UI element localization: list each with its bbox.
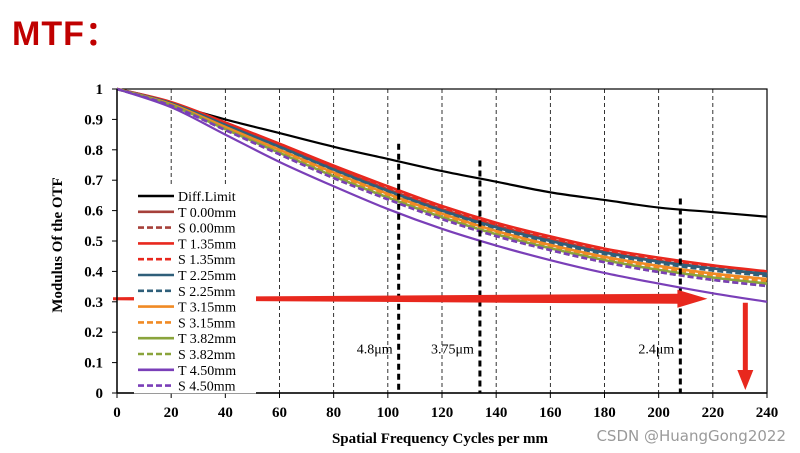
series-line-t-4-50mm bbox=[116, 87, 768, 303]
legend-background bbox=[134, 186, 256, 394]
x-tick-label: 120 bbox=[431, 405, 454, 421]
legend-label: T 3.15mm bbox=[178, 301, 236, 316]
legend-label: S 3.82mm bbox=[178, 348, 236, 363]
legend-label: T 2.25mm bbox=[178, 269, 236, 284]
x-tick-label: 80 bbox=[326, 405, 341, 421]
x-tick-label: 40 bbox=[218, 405, 233, 421]
marker-label: 2.4μm bbox=[638, 342, 674, 357]
series-group bbox=[116, 87, 768, 303]
series-line-s-3-15mm bbox=[116, 87, 768, 283]
y-tick-label: 1 bbox=[96, 82, 104, 98]
x-axis-label: Spatial Frequency Cycles per mm bbox=[332, 431, 549, 447]
y-tick-label: 0.3 bbox=[84, 295, 103, 311]
legend-label: T 4.50mm bbox=[178, 364, 236, 379]
x-tick-label: 160 bbox=[539, 405, 562, 421]
series-line-t-3-15mm bbox=[116, 87, 768, 281]
series-line-t-3-82mm bbox=[116, 87, 768, 285]
y-axis-label: Modulus Of the OTF bbox=[50, 177, 66, 312]
x-tick-label: 200 bbox=[647, 405, 670, 421]
marker-label: 3.75μm bbox=[431, 342, 474, 357]
axes: 0 20 40 60 80 100 120 140 160 180 200 220 240 0 0.1 0.2… bbox=[84, 82, 778, 421]
x-tick-label: 140 bbox=[485, 405, 508, 421]
x-tick-label: 220 bbox=[702, 405, 725, 421]
legend-label: T 3.82mm bbox=[178, 332, 236, 347]
legend-label: S 1.35mm bbox=[178, 253, 236, 268]
legend-label: S 0.00mm bbox=[178, 222, 236, 237]
y-tick-label: 0.7 bbox=[84, 173, 103, 189]
x-tick-label: 60 bbox=[272, 405, 287, 421]
series-line-s-1-35mm bbox=[116, 87, 768, 275]
down-arrow bbox=[737, 302, 754, 390]
horizontal-arrow bbox=[113, 289, 708, 308]
x-tick-label: 100 bbox=[377, 405, 400, 421]
page-heading: MTF： bbox=[12, 15, 120, 53]
x-tick-label: 240 bbox=[756, 405, 779, 421]
x-tick-label: 180 bbox=[593, 405, 616, 421]
watermark: CSDN @HuangGong2022 bbox=[596, 427, 786, 445]
y-tick-label: 0.1 bbox=[84, 356, 103, 372]
y-tick-label: 0.9 bbox=[84, 112, 103, 128]
y-tick-label: 0.5 bbox=[84, 234, 103, 250]
y-tick-label: 0 bbox=[96, 386, 104, 402]
y-tick-label: 0.2 bbox=[84, 325, 103, 341]
pixel-markers: 4.8μm 3.75μm 2.4μm bbox=[357, 143, 682, 393]
x-tick-label: 20 bbox=[164, 405, 179, 421]
annotation-arrows bbox=[113, 289, 754, 390]
legend-label: S 3.15mm bbox=[178, 316, 236, 331]
series-line-diff-limit bbox=[116, 87, 768, 218]
x-tick-label: 0 bbox=[113, 405, 121, 421]
legend-label: T 0.00mm bbox=[178, 206, 236, 221]
y-tick-label: 0.6 bbox=[84, 204, 103, 220]
legend-label: T 1.35mm bbox=[178, 237, 236, 252]
series-line-t-2-25mm bbox=[116, 87, 768, 276]
legend-label: S 4.50mm bbox=[178, 380, 236, 395]
series-line-s-2-25mm bbox=[116, 87, 768, 278]
legend-label: Diff.Limit bbox=[178, 190, 236, 205]
legend-label: S 2.25mm bbox=[178, 285, 236, 300]
marker-label: 4.8μm bbox=[357, 342, 393, 357]
y-tick-label: 0.8 bbox=[84, 143, 103, 159]
y-tick-label: 0.4 bbox=[84, 264, 103, 280]
